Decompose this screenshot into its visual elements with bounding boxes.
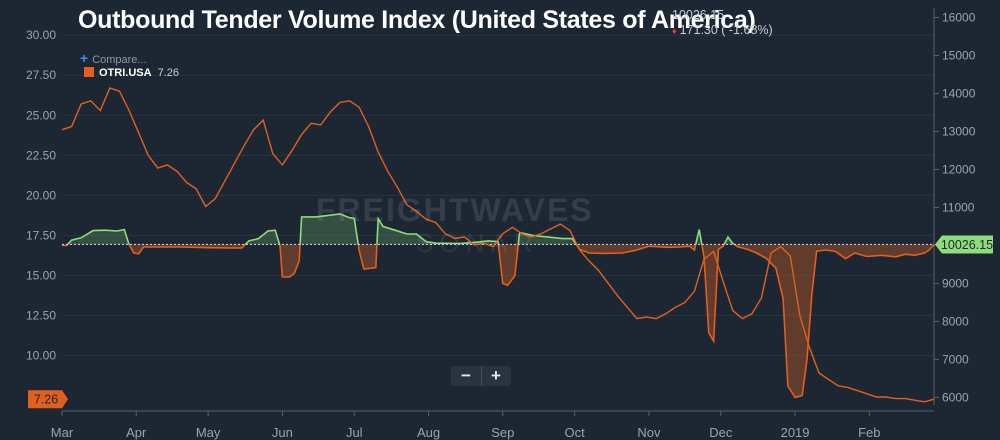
y-right-tick-label: 15000 — [942, 48, 976, 62]
y-left-tick-label: 15.00 — [26, 268, 56, 282]
y-right-tick-label: 9000 — [942, 276, 969, 290]
compare-label: Compare... — [92, 54, 147, 66]
last-value: 10026.15 — [672, 8, 725, 22]
x-tick-label: Jun — [272, 425, 293, 440]
y-left-tick-label: 30.00 — [26, 28, 56, 42]
x-tick-label: Feb — [858, 425, 880, 440]
baseline-value-label: 10026.15 — [941, 238, 993, 252]
zoom-in-button[interactable]: + — [491, 366, 501, 385]
value-markers: 10026.15 7.26 — [28, 235, 993, 409]
y-left-tick-label: 10.00 — [26, 348, 56, 362]
y-right-tick-label: 6000 — [942, 390, 969, 404]
y-axis-right: 1600015000140001300012000110001000090008… — [933, 8, 976, 405]
zoom-control: − + — [451, 366, 511, 386]
compare-button[interactable]: + Compare... — [80, 50, 147, 66]
last-value-label: 7.26 — [34, 393, 58, 407]
legend-item-otri[interactable]: OTRI.USA 7.26 — [84, 67, 179, 79]
watermark: FREIGHTWAVES — [316, 192, 594, 228]
plus-icon: + — [80, 50, 89, 66]
change-value: 171.30 ( -1.68%) — [679, 23, 773, 37]
y-left-tick-label: 20.00 — [26, 188, 56, 202]
watermark-sub: SONAR — [416, 228, 539, 258]
y-left-tick-label: 27.50 — [26, 68, 56, 82]
grid-lines — [62, 34, 934, 356]
y-right-tick-label: 7000 — [942, 352, 969, 366]
x-tick-label: Mar — [51, 425, 74, 440]
down-arrow-icon: ♦ — [672, 26, 677, 36]
legend-series-value: 7.26 — [157, 67, 179, 79]
x-tick-label: Oct — [565, 425, 586, 440]
legend-series-name: OTRI.USA — [99, 67, 152, 79]
baseline-value-badge — [935, 235, 993, 254]
y-right-tick-label: 16000 — [942, 10, 976, 24]
x-tick-label: Apr — [126, 425, 147, 440]
otvi-line-below — [62, 244, 935, 399]
x-tick-label: Aug — [417, 425, 440, 440]
change-line: ♦ 171.30 ( -1.68%) — [672, 23, 773, 39]
x-tick-label: May — [196, 425, 221, 440]
y-right-tick-label: 12000 — [942, 162, 976, 176]
x-tick-label: Jul — [346, 425, 363, 440]
ticker-box: 10026.15 ♦ 171.30 ( -1.68%) — [672, 8, 773, 39]
otri-series — [61, 87, 935, 403]
y-right-tick-label: 14000 — [942, 86, 976, 100]
y-axis-left: 30.00 27.50 25.00 22.50 20.00 17.50 15.00 12.50… — [26, 28, 56, 362]
y-right-tick-label: 11000 — [942, 200, 975, 214]
y-right-tick-label: 8000 — [942, 314, 969, 328]
x-axis: Mar Apr May Jun Jul Aug Sep Oct Nov Dec 2019 Feb — [51, 410, 934, 440]
otri-line — [61, 87, 935, 403]
y-right-tick-label: 13000 — [942, 124, 976, 138]
x-tick-label: Sep — [491, 425, 514, 440]
chart-title: Outbound Tender Volume Index (United Sta… — [78, 6, 756, 34]
zoom-out-button[interactable]: − — [451, 366, 482, 386]
y-left-tick-label: 25.00 — [26, 108, 56, 122]
x-tick-label: Nov — [637, 425, 661, 440]
y-left-tick-label: 12.50 — [26, 308, 56, 322]
otvi-series — [62, 213, 935, 399]
y-left-tick-label: 17.50 — [26, 228, 56, 242]
last-value-badge — [28, 390, 68, 409]
legend-swatch — [84, 67, 94, 77]
otvi-line-above — [66, 213, 934, 245]
x-tick-label: Dec — [709, 425, 733, 440]
x-tick-label: 2019 — [781, 425, 810, 440]
y-left-tick-label: 22.50 — [26, 148, 56, 162]
